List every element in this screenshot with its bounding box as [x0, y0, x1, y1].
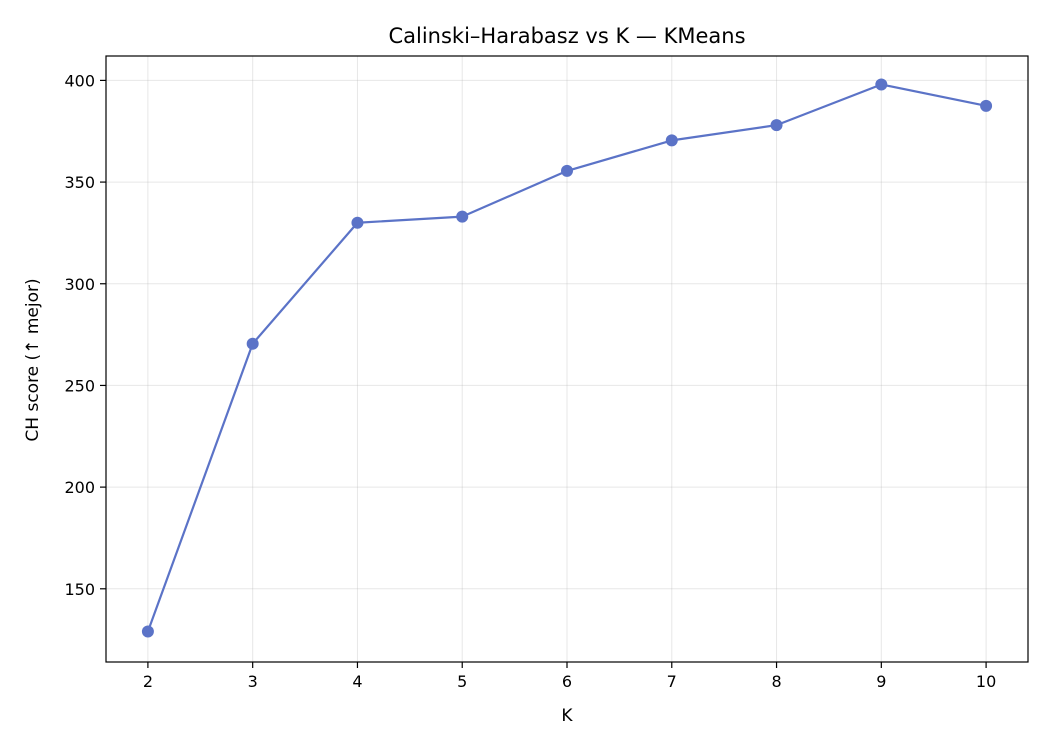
y-tick-label: 350: [64, 173, 95, 192]
data-point: [141, 625, 154, 638]
y-tick-label: 400: [64, 71, 95, 90]
x-tick-label: 2: [143, 672, 153, 691]
data-point: [561, 164, 573, 177]
y-tick-label: 150: [64, 580, 95, 599]
x-tick-label: 3: [248, 672, 258, 691]
x-tick-label: 9: [876, 672, 886, 691]
x-tick-label: 6: [562, 672, 572, 691]
y-axis-label: CH score (↑ mejor): [23, 278, 43, 441]
series-layer: [141, 78, 993, 638]
data-point: [875, 78, 888, 91]
grid-lines: [106, 56, 1028, 662]
data-point: [351, 216, 364, 229]
y-tick-label: 250: [64, 376, 95, 395]
x-tick-label: 10: [976, 672, 996, 691]
tick-labels: 2 3 4 5 6 7 8 9 10 150 200 250 300 350 400: [64, 71, 996, 691]
x-tick-label: 7: [667, 672, 677, 691]
data-point: [770, 119, 783, 132]
x-tick-label: 4: [352, 672, 362, 691]
data-point: [246, 337, 259, 350]
x-tick-label: 8: [771, 672, 781, 691]
y-tick-label: 300: [64, 275, 95, 294]
chart-title: Calinski–Harabasz vs K — KMeans: [388, 24, 745, 48]
x-tick-label: 5: [457, 672, 467, 691]
y-tick-label: 200: [64, 478, 95, 497]
data-point: [665, 134, 678, 147]
data-point: [456, 210, 469, 223]
data-point: [980, 99, 993, 112]
x-axis-label: K: [561, 706, 573, 726]
axes: [100, 55, 1029, 668]
